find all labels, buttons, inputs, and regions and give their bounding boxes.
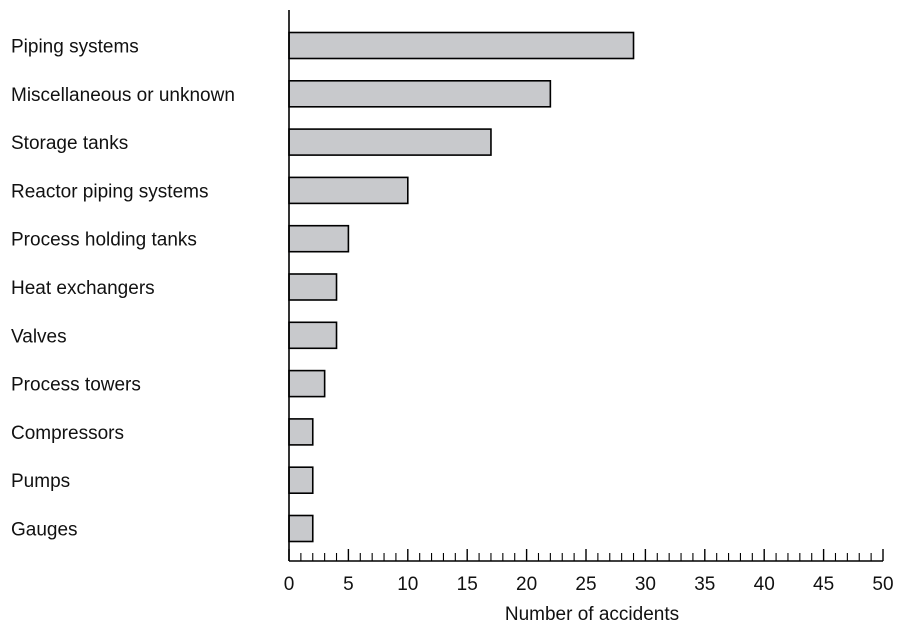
bar-heat-exchangers <box>288 273 338 301</box>
category-label-pumps: Pumps <box>11 471 70 492</box>
category-labels-group: Piping systems Miscellaneous or unknown St… <box>11 37 235 541</box>
bar-reactor-piping-systems <box>288 176 409 205</box>
bar-miscellaneous-or-unknown <box>288 80 552 108</box>
x-tick-label: 15 <box>457 574 478 595</box>
x-ticks-group: 0 5 10 15 20 25 30 35 40 45 50 <box>284 549 894 595</box>
category-label-miscellaneous-or-unknown: Miscellaneous or unknown <box>11 85 235 106</box>
x-axis-title: Number of accidents <box>505 604 679 625</box>
category-label-piping-systems: Piping systems <box>11 37 139 58</box>
bar-valves <box>288 321 338 350</box>
category-label-process-towers: Process towers <box>11 375 141 396</box>
x-tick-label: 35 <box>694 574 715 595</box>
bar-piping-systems <box>288 31 635 60</box>
category-label-compressors: Compressors <box>11 423 124 444</box>
category-label-storage-tanks: Storage tanks <box>11 133 128 154</box>
bar-storage-tanks <box>288 128 492 156</box>
x-tick-label: 5 <box>343 574 354 595</box>
bars-group <box>288 31 635 543</box>
x-tick-label: 25 <box>575 574 596 595</box>
x-tick-label: 20 <box>516 574 537 595</box>
category-label-reactor-piping-systems: Reactor piping systems <box>11 181 208 202</box>
x-tick-label: 30 <box>635 574 656 595</box>
x-tick-label: 45 <box>813 574 834 595</box>
bar-pumps <box>288 466 314 495</box>
x-tick-label: 50 <box>872 574 893 595</box>
category-label-process-holding-tanks: Process holding tanks <box>11 230 197 251</box>
category-label-valves: Valves <box>11 326 67 347</box>
category-label-gauges: Gauges <box>11 520 78 541</box>
bar-gauges <box>288 514 314 543</box>
x-tick-label: 0 <box>284 574 295 595</box>
bar-process-towers <box>288 369 326 398</box>
bar-compressors <box>288 418 314 446</box>
bar-process-holding-tanks <box>288 224 350 253</box>
x-tick-label: 40 <box>754 574 775 595</box>
category-label-heat-exchangers: Heat exchangers <box>11 278 155 299</box>
x-tick-label: 10 <box>397 574 418 595</box>
